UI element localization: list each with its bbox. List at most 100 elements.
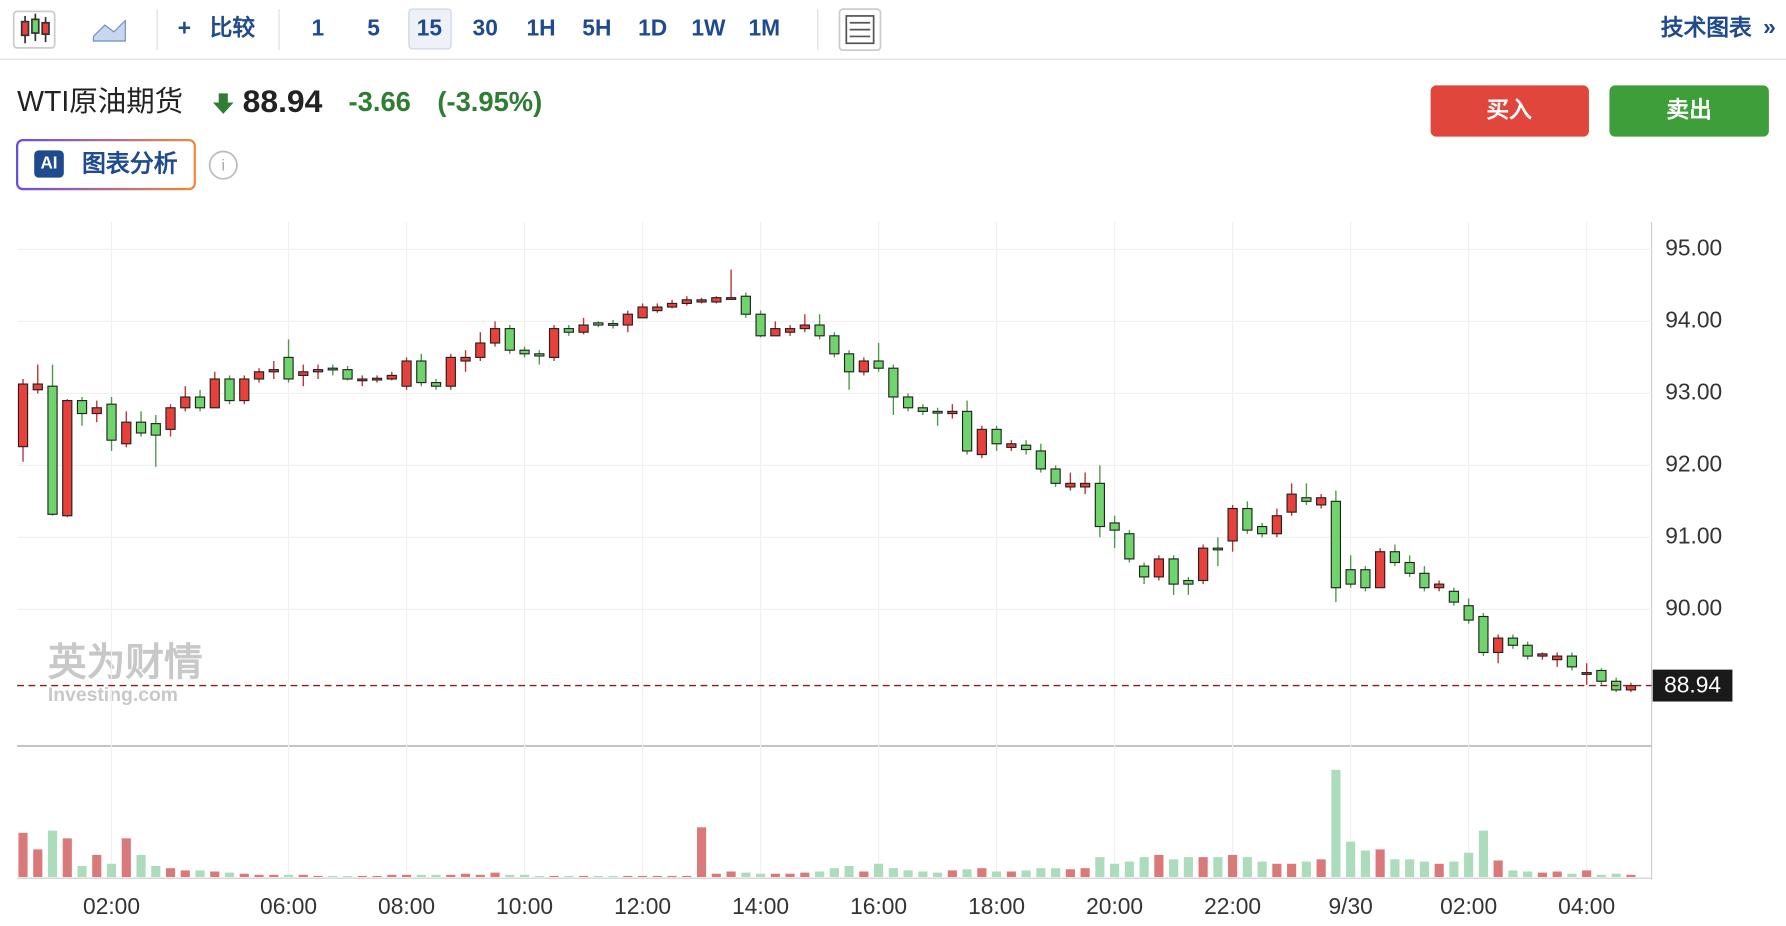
volume-bar [254,874,264,878]
volume-bar [1537,872,1547,878]
candle-body [652,306,663,312]
candle-body [209,378,220,409]
candle-body [224,378,235,402]
volume-bar [269,874,279,878]
volume-bar [1478,830,1488,878]
interval-button[interactable]: 5 [367,15,380,41]
plus-icon[interactable]: + [178,15,191,41]
candle-body [578,324,589,333]
candle-body [1389,551,1401,564]
candle-body [165,407,176,430]
volume-bar [918,871,928,878]
candle-body [298,371,309,376]
volume-bar [1508,870,1518,878]
interval-button[interactable]: 1H [526,15,555,41]
current-price-tag [1652,669,1733,702]
candle-body [1581,672,1592,675]
candle-body [194,396,206,409]
candle-body [1138,565,1150,578]
info-icon[interactable] [208,150,238,180]
volume-bar [357,875,367,878]
candle-body [1079,482,1091,488]
candle-body [1006,443,1017,448]
candle-icon[interactable] [12,10,56,49]
candle-body [460,356,471,362]
candle-body [1552,655,1563,661]
candle-body [681,299,692,304]
candle-body [268,369,279,373]
volume-bar [933,872,943,878]
volume-bar [992,871,1002,878]
volume-bar [460,873,471,878]
layout-icon[interactable] [838,8,882,51]
candle-body [1256,525,1268,535]
volume-bar [18,832,28,878]
interval-button[interactable]: 30 [473,15,498,41]
area-icon[interactable] [92,19,126,42]
candle-body [504,328,515,351]
technical-chart-link[interactable]: 技术图表 [1661,15,1752,41]
interval-button[interactable]: 1M [748,15,780,41]
sell-button[interactable] [1609,85,1769,137]
x-tick-label: 16:00 [850,893,907,919]
buy-button[interactable] [1430,85,1589,137]
chevron-icon: » [1763,13,1776,39]
candle-body [1404,561,1415,574]
volume-bar [136,854,146,878]
volume-bar [549,875,559,878]
interval-button[interactable]: 1W [691,15,726,41]
volume-bar [47,830,58,878]
candle-body [32,383,43,391]
volume-bar [313,875,323,878]
volume-bar [224,872,235,878]
volume-bar [1110,863,1120,878]
volume-bar [1419,861,1429,878]
volume-bar [1051,868,1061,878]
ai-analysis-label: 图表分析 [82,150,178,177]
compare-button[interactable]: 比较 [210,15,256,41]
volume-bar [741,872,751,878]
interval-button[interactable]: 15 [417,15,443,41]
volume-bar [1375,849,1385,878]
volume-bar [534,875,544,878]
interval-button[interactable]: 5H [582,15,611,41]
volume-bar [667,875,677,878]
volume-bar [652,875,662,878]
candle-body [1566,655,1578,668]
candle-body [1522,644,1533,657]
volume-bar [151,865,161,878]
volume-bar [785,873,795,878]
x-tick-label: 12:00 [614,893,671,919]
candle-body [371,377,383,381]
candle-body [17,383,29,448]
volume-bar [475,874,485,878]
volume-bar [1626,874,1636,878]
volume-bar [505,874,515,878]
volume-bar [962,869,972,878]
volume-bar [283,874,294,878]
volume-bar [578,875,589,878]
candle-body [1463,605,1474,621]
candle-body [327,367,338,371]
x-tick-label: 20:00 [1086,893,1143,919]
volume-bar [770,873,780,878]
candle-body [76,400,88,415]
interval-button[interactable]: 1D [638,15,667,41]
candle-body [770,328,781,337]
x-tick-label: 02:00 [1440,893,1497,919]
volume-bar [1169,859,1179,878]
candle-body [1448,590,1460,603]
candle-body [1301,497,1312,502]
volume-bar [33,849,43,878]
interval-button[interactable]: 1 [311,15,324,41]
volume-bar [888,868,898,878]
volume-bar [608,875,618,878]
x-tick-label: 9/30 [1328,893,1372,919]
sell-label: 卖出 [1666,97,1712,123]
volume-bar [1257,861,1267,878]
volume-bar [903,870,913,878]
ai-badge-text: AI [40,154,57,173]
candle-body [711,297,722,303]
volume-bar [180,870,190,878]
